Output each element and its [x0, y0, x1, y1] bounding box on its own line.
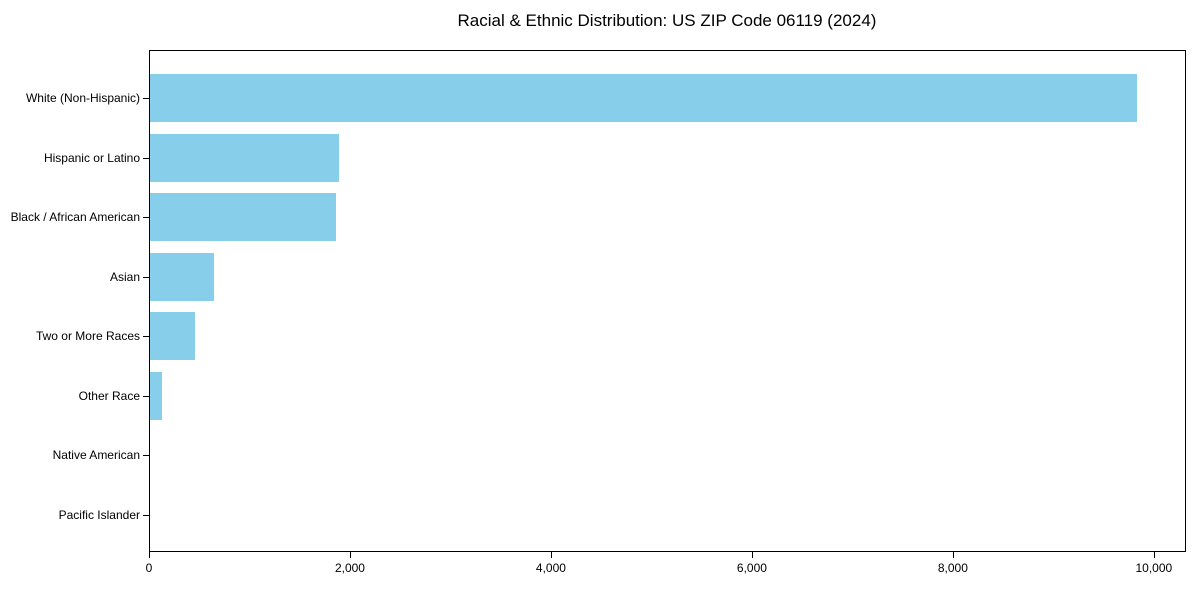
x-tick-label-2-000: 2,000 [334, 561, 365, 575]
y-tick-mark [143, 157, 149, 159]
x-tick-mark [952, 552, 954, 558]
y-tick-mark [143, 336, 149, 337]
x-tick-mark [550, 552, 552, 558]
bar-asian [150, 252, 215, 301]
y-tick-label-hispanic-or-latino: Hispanic or Latino [43, 150, 140, 165]
x-tick-label-6-000: 6,000 [736, 561, 767, 575]
bar-two-or-more-races [150, 312, 196, 360]
x-tick-label-8-000: 8,000 [937, 561, 968, 575]
x-tick-mark [1153, 552, 1155, 558]
x-tick-mark [149, 552, 150, 558]
y-tick-mark [143, 395, 149, 397]
chart-title: Racial & Ethnic Distribution: US ZIP Cod… [457, 11, 877, 30]
y-tick-label-black-african-american: Black / African American [10, 210, 140, 224]
y-tick-label-native-american: Native American [52, 448, 140, 462]
bar-hispanic-or-latino [150, 133, 339, 182]
bar-white-non-hispanic [150, 74, 1137, 122]
y-tick-mark [143, 276, 149, 278]
x-tick-mark [751, 552, 753, 558]
y-tick-label-white-non-hispanic: White (Non-Hispanic) [25, 91, 140, 105]
plot-area [149, 50, 1186, 552]
y-tick-label-asian: Asian [109, 269, 140, 284]
y-tick-mark [143, 98, 149, 99]
x-tick-mark [349, 552, 351, 558]
y-tick-mark [143, 455, 149, 456]
x-tick-label-10-000: 10,000 [1135, 561, 1173, 575]
x-tick-label-4-000: 4,000 [535, 561, 566, 575]
y-tick-label-pacific-islander: Pacific Islander [58, 507, 140, 522]
y-tick-mark [143, 514, 149, 516]
y-tick-label-other-race: Other Race [78, 388, 140, 403]
y-tick-mark [143, 217, 149, 218]
x-tick-label-0: 0 [145, 561, 153, 575]
y-tick-label-two-or-more-races: Two or More Races [35, 329, 140, 343]
bar-black-african-american [150, 193, 336, 241]
bar-other-race [150, 371, 162, 420]
